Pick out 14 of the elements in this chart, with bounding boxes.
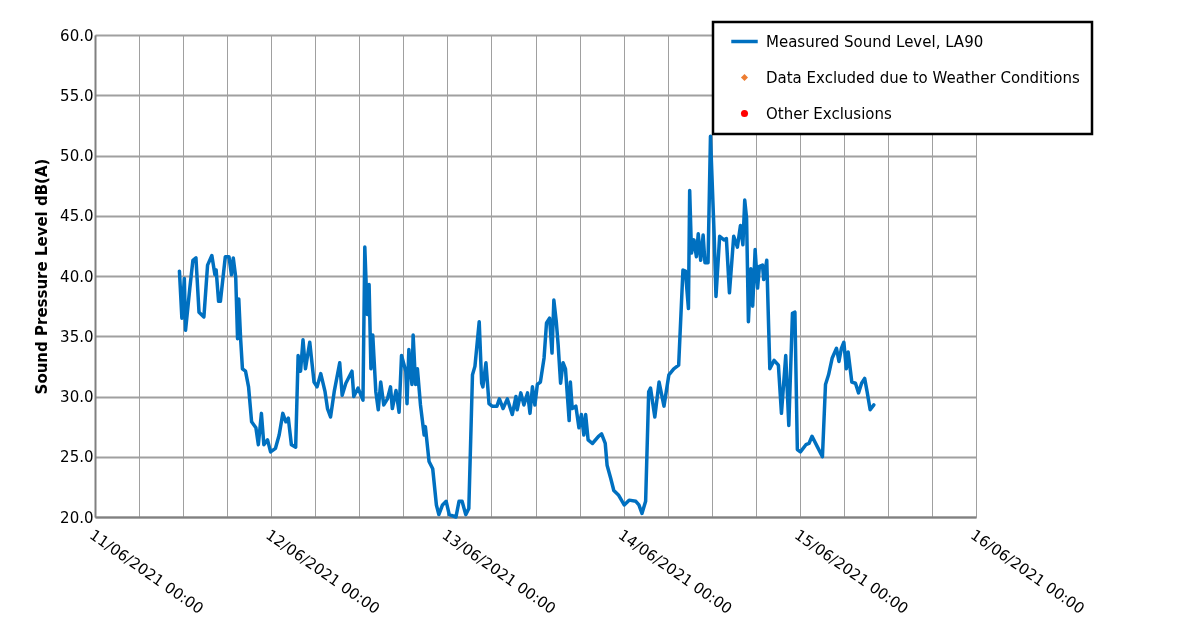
line-series <box>177 134 876 519</box>
y-tick-label: 35.0 <box>60 327 94 346</box>
y-tick-label: 45.0 <box>60 207 94 226</box>
y-tick-label: 50.0 <box>60 147 94 165</box>
legend-label: Measured Sound Level, LA90 <box>766 32 984 51</box>
y-tick-label: 55.0 <box>60 86 94 105</box>
y-axis-title: Sound Pressure Level dB(A) <box>33 158 52 395</box>
y-tick-label: 60.0 <box>60 26 94 45</box>
y-tick-label: 20.0 <box>60 508 94 527</box>
y-tick-label: 40.0 <box>60 267 94 286</box>
y-tick-label: 25.0 <box>60 448 94 467</box>
y-tick-label: 30.0 <box>60 388 94 406</box>
legend-label: Data Excluded due to Weather Conditions <box>766 68 1080 87</box>
legend-label: Other Exclusions <box>766 104 893 123</box>
